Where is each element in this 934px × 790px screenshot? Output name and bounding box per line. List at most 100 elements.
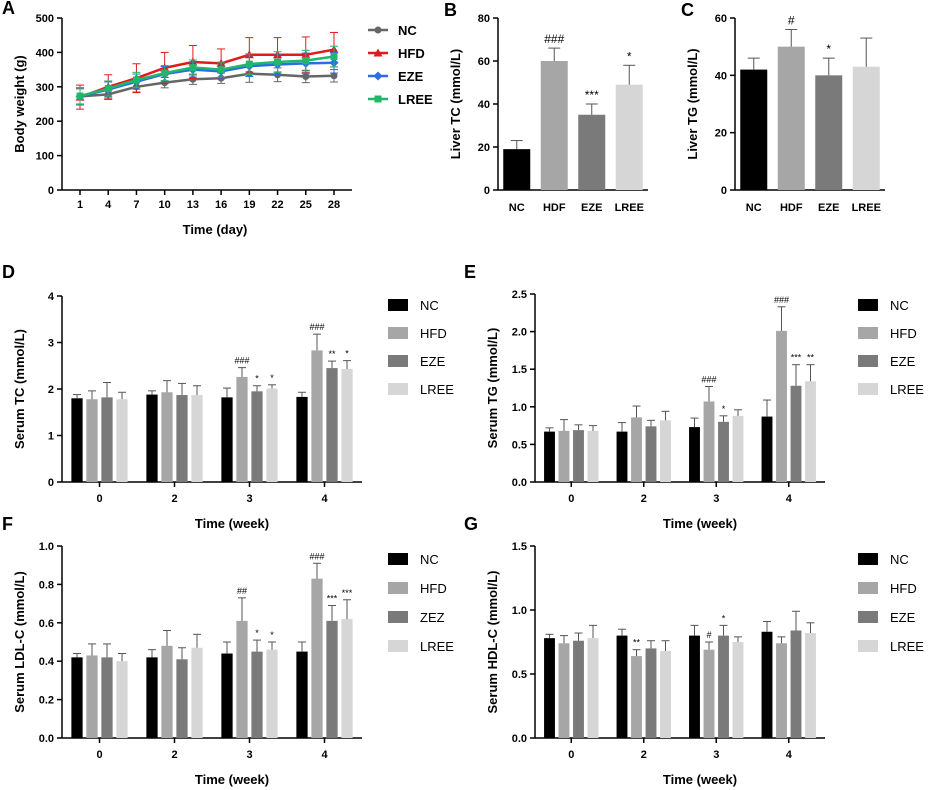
y-axis-title: Serum HDL-C (mmol/L) — [485, 571, 500, 714]
data-point-nc — [302, 72, 310, 80]
panel-letter: D — [2, 262, 15, 282]
bar-hfd — [86, 399, 98, 482]
legend-label: EZE — [420, 354, 446, 369]
legend-swatch — [858, 611, 878, 623]
panel-b: 0 20 40 60 80 Liver TC (mmol/L) B NC ### HDF *** EZ… — [444, 0, 648, 214]
bar-hfd — [703, 401, 715, 482]
x-tick-label: 25 — [300, 199, 312, 211]
legend-swatch — [858, 383, 878, 395]
bar-zez — [326, 620, 338, 738]
y-axis-title: Serum TC (mmol/L) — [12, 329, 27, 449]
bar-lree — [266, 388, 278, 482]
legend-label: NC — [890, 298, 909, 313]
significance-label: * — [627, 49, 632, 63]
legend-label: ZEZ — [420, 610, 445, 625]
bar-hfd — [161, 392, 173, 482]
panel-f: 0.0 0.2 0.4 0.6 0.8 1.0 Serum LDL-C (mmol/L) F 0… — [2, 514, 454, 787]
bar-eze — [815, 75, 843, 190]
legend-swatch — [858, 299, 878, 311]
x-tick-label: 16 — [215, 199, 227, 211]
y-tick-label: 400 — [36, 47, 54, 59]
bar-hfd — [161, 645, 173, 738]
x-axis-title: Time (week) — [663, 516, 737, 531]
bar-lree — [191, 647, 203, 738]
bar-hfd — [631, 417, 642, 482]
bar-lree — [660, 420, 671, 482]
bar-hfd — [631, 656, 642, 738]
legend-label: LREE — [890, 639, 924, 654]
significance-label: * — [255, 374, 259, 384]
x-tick-label: NC — [509, 202, 525, 214]
x-tick-label: 3 — [713, 493, 719, 505]
legend-swatch — [388, 640, 408, 652]
significance-label: * — [722, 613, 726, 623]
legend-marker — [374, 26, 382, 34]
bar-lree — [191, 395, 203, 482]
bar-nc — [761, 631, 773, 738]
y-tick-label: 20 — [715, 128, 727, 140]
y-tick-label: 4 — [48, 291, 55, 303]
significance-label: ** — [328, 349, 336, 359]
bar-nc — [544, 431, 555, 482]
legend-marker — [373, 71, 383, 81]
legend-swatch — [858, 640, 878, 652]
y-tick-label: 0.8 — [39, 579, 54, 591]
data-point-lree — [330, 53, 338, 61]
bar-eze — [176, 395, 188, 482]
legend-label: HFD — [398, 46, 425, 61]
bar-eze — [578, 114, 606, 190]
bar-eze — [326, 368, 338, 482]
bar-zez — [251, 651, 263, 738]
legend-swatch — [388, 355, 408, 367]
y-tick-label: 0.5 — [512, 439, 527, 451]
y-tick-label: 100 — [36, 151, 54, 163]
data-point-lree — [302, 57, 310, 65]
bar-eze — [251, 391, 263, 482]
legend-label: LREE — [890, 382, 924, 397]
bar-hfd — [236, 376, 248, 482]
legend-label: LREE — [420, 382, 454, 397]
x-axis-title: Time (week) — [195, 772, 269, 787]
legend-swatch — [388, 553, 408, 565]
legend-swatch — [858, 553, 878, 565]
x-tick-label: 10 — [159, 199, 171, 211]
x-tick-label: 0 — [568, 749, 574, 761]
bar-eze — [573, 430, 584, 482]
y-tick-label: 0.0 — [512, 733, 527, 745]
x-tick-label: 3 — [246, 749, 252, 761]
bar-hfd — [558, 643, 570, 738]
y-tick-label: 0.4 — [39, 656, 55, 668]
significance-label: * — [255, 628, 259, 638]
significance-label: * — [722, 404, 726, 414]
y-tick-label: 300 — [36, 82, 54, 94]
panel-letter: A — [2, 0, 15, 18]
x-tick-label: 0 — [96, 749, 102, 761]
bar-lree — [732, 642, 744, 738]
bar-eze — [790, 630, 802, 738]
bar-lree — [587, 638, 599, 738]
bar-nc — [221, 653, 233, 738]
bar-hdf — [777, 46, 805, 190]
bar-hfd — [311, 578, 323, 738]
bar-lree — [587, 430, 599, 482]
x-tick-label: 2 — [171, 493, 177, 505]
y-axis-title: Liver TC (mmol/L) — [448, 49, 463, 160]
legend-label: NC — [398, 23, 417, 38]
series-line-hfd — [79, 48, 335, 99]
significance-label: *** — [585, 88, 599, 102]
data-point-lree — [76, 92, 84, 100]
x-tick-label: 4 — [321, 749, 328, 761]
x-tick-label: 2 — [171, 749, 177, 761]
significance-label: ### — [309, 322, 324, 332]
bar-nc — [689, 635, 700, 738]
significance-label: * — [345, 349, 349, 359]
data-point-lree — [161, 69, 169, 77]
x-axis-title: Time (week) — [195, 516, 269, 531]
bar-nc — [689, 427, 700, 482]
y-tick-label: 2.5 — [512, 289, 527, 301]
y-tick-label: 1.0 — [39, 541, 54, 553]
x-tick-label: EZE — [818, 202, 839, 214]
bar-hfd — [703, 649, 715, 738]
bar-nc — [761, 416, 773, 482]
y-axis-title: Body weight (g) — [12, 55, 27, 153]
